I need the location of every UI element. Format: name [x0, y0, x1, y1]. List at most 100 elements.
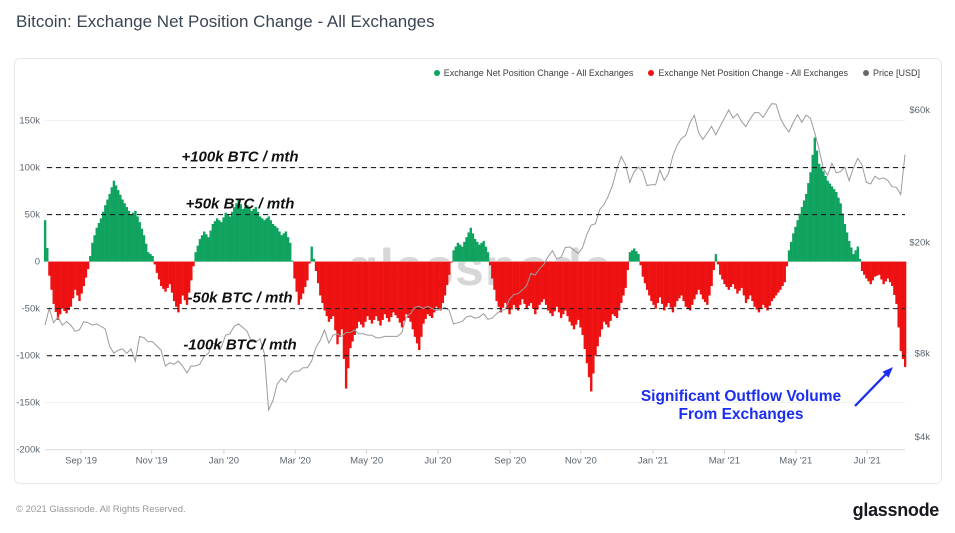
y-left-tick-label: -150k — [16, 398, 40, 409]
outflow-bar — [52, 261, 55, 304]
outflow-bar — [680, 261, 683, 296]
outflow-bar — [585, 261, 589, 364]
outflow-bar — [175, 261, 178, 307]
glassnode-logo: glassnode — [852, 500, 940, 520]
outflow-bar — [413, 261, 417, 337]
outflow-bar — [863, 261, 866, 275]
inflow-bar — [101, 211, 105, 262]
outflow-bar — [600, 261, 604, 330]
outflow-bar — [695, 261, 698, 295]
inflow-bar — [845, 232, 849, 262]
inflow-bar — [271, 223, 275, 262]
inflow-bar — [837, 197, 840, 262]
outflow-bar — [712, 261, 715, 271]
inflow-bar — [310, 246, 313, 262]
outflow-bar — [622, 261, 625, 296]
outflow-bar — [764, 261, 767, 308]
inflow-bar — [628, 252, 632, 262]
inflow-bar — [211, 223, 215, 262]
outflow-bar — [443, 261, 447, 296]
inflow-bar — [230, 211, 234, 262]
outflow-bar — [645, 261, 649, 290]
y-left-tick-label: 50k — [25, 210, 41, 221]
outflow-bar — [871, 261, 875, 281]
outflow-bar — [736, 261, 739, 294]
outflow-bar — [895, 261, 898, 304]
outflow-bar — [656, 261, 660, 303]
inflow-bar — [104, 205, 107, 262]
inflow-bar — [854, 250, 857, 262]
outflow-bar — [759, 261, 763, 309]
outflow-bar — [697, 261, 700, 290]
outflow-bar — [409, 261, 412, 322]
outflow-bar — [181, 261, 184, 296]
inflow-bar — [312, 258, 316, 262]
outflow-bar — [865, 261, 868, 279]
outflow-bar — [703, 261, 707, 303]
outflow-bar — [884, 261, 887, 282]
outflow-bar — [54, 261, 58, 312]
outflow-bar — [579, 261, 582, 328]
legend-label: Exchange Net Position Change - All Excha… — [443, 68, 634, 78]
inflow-bar — [239, 204, 242, 262]
outflow-bar — [620, 261, 623, 303]
outflow-bar — [67, 261, 70, 311]
outflow-bar — [708, 261, 711, 296]
y-right-tick-label: $20k — [909, 238, 930, 249]
outflow-bar — [527, 261, 531, 306]
chart-legend: Exchange Net Position Change - All Excha… — [433, 68, 920, 78]
threshold-label: +50k BTC / mth — [186, 196, 295, 213]
legend-item-0[interactable]: Exchange Net Position Change - All Excha… — [433, 68, 634, 78]
inflow-bar — [200, 235, 204, 262]
outflow-bar — [192, 261, 195, 267]
x-tick-label: Nov '19 — [136, 456, 168, 467]
inflow-bar — [286, 237, 290, 262]
outflow-bar — [605, 261, 608, 325]
outflow-bar — [400, 261, 404, 328]
legend-marker-icon — [433, 70, 440, 76]
inflow-bar — [138, 222, 141, 262]
outflow-bar — [71, 261, 75, 299]
inflow-bar — [209, 230, 212, 262]
outflow-bar — [321, 261, 324, 303]
inflow-bar — [237, 199, 240, 262]
outflow-bar — [701, 261, 705, 300]
inflow-bar — [805, 193, 808, 262]
outflow-bar — [753, 261, 756, 307]
outflow-bar — [381, 261, 384, 320]
legend-item-1[interactable]: Exchange Net Position Change - All Excha… — [648, 68, 848, 78]
x-tick-label: Sep '20 — [494, 456, 526, 467]
outflow-bar — [779, 261, 782, 290]
outflow-bar — [435, 261, 438, 307]
outflow-bar — [869, 261, 872, 285]
outflow-bar — [168, 261, 172, 285]
inflow-bar — [99, 218, 103, 262]
outflow-bar — [581, 261, 584, 335]
outflow-bar — [512, 261, 516, 305]
outflow-bar — [665, 261, 668, 307]
x-tick-label: Nov '20 — [565, 456, 597, 467]
y-left-tick-label: -100k — [16, 351, 40, 362]
outflow-bar — [155, 261, 159, 273]
outflow-bar — [626, 261, 629, 271]
inflow-bar — [807, 183, 810, 262]
outflow-bar — [624, 261, 627, 288]
legend-item-2[interactable]: Price [USD] — [862, 68, 920, 78]
outflow-bar — [529, 261, 533, 303]
outflow-bar — [301, 261, 305, 294]
outflow-bar — [78, 261, 81, 302]
inflow-bar — [89, 255, 92, 262]
inflow-bar — [125, 207, 129, 262]
outflow-bar — [491, 261, 494, 279]
inflow-bar — [478, 244, 481, 262]
inflow-bar — [811, 154, 814, 262]
outflow-bar — [538, 261, 541, 305]
outflow-bar — [299, 261, 303, 300]
outflow-bar — [678, 261, 681, 299]
outflow-bar — [531, 261, 535, 309]
outflow-bar — [598, 261, 602, 337]
outflow-callout-line2: From Exchanges — [678, 406, 804, 423]
outflow-bar — [372, 261, 376, 320]
